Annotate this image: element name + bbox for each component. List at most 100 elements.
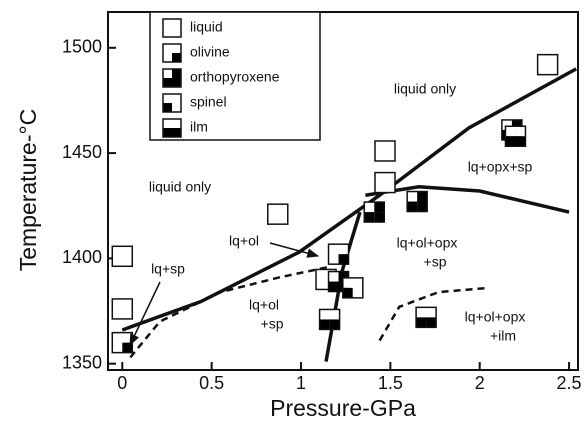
phase-boundary	[324, 211, 362, 362]
legend-label: spinel	[190, 94, 227, 110]
marker-quadrant	[163, 78, 172, 87]
marker-quadrant	[364, 212, 375, 223]
marker-quadrant	[267, 204, 278, 215]
marker-quadrant	[319, 319, 330, 330]
marker-quadrant	[112, 246, 123, 257]
marker-quadrant	[172, 119, 181, 128]
marker-quadrant	[122, 298, 133, 309]
x-axis-label: Pressure-GPa	[270, 395, 416, 421]
x-tick-label: 2.5	[557, 373, 582, 393]
marker-quadrant	[515, 126, 526, 137]
phase-boundary	[129, 265, 330, 359]
marker-quadrant	[122, 256, 133, 267]
marker-quadrant	[374, 212, 385, 223]
y-axis-label: Temperature-°C	[15, 109, 41, 272]
marker-quadrant	[364, 202, 375, 213]
marker	[536, 53, 559, 76]
marker-outline	[162, 93, 182, 113]
marker-quadrant	[112, 256, 123, 267]
marker-quadrant	[163, 19, 172, 28]
marker-quadrant	[384, 150, 395, 161]
region-label: lq+ol+opx	[397, 235, 458, 251]
marker	[504, 125, 527, 147]
marker-outline	[111, 245, 134, 268]
marker-outline	[536, 53, 559, 76]
region-label: lq+sp	[151, 261, 185, 277]
marker-quadrant	[342, 287, 353, 298]
marker-quadrant	[172, 44, 181, 53]
marker	[374, 171, 396, 194]
marker-outline	[162, 118, 182, 138]
marker-quadrant	[172, 69, 181, 78]
x-tick-label: 0	[117, 373, 127, 393]
marker-quadrant	[511, 119, 522, 130]
x-tick-label: 0.5	[199, 373, 224, 393]
marker-quadrant	[172, 94, 181, 103]
marker-quadrant	[163, 119, 172, 128]
marker-quadrant	[122, 246, 133, 257]
marker-outline	[415, 306, 437, 329]
marker-quadrant	[328, 244, 339, 255]
legend-label: ilm	[190, 119, 208, 135]
marker-quadrant	[328, 271, 339, 282]
marker-quadrant	[319, 309, 330, 320]
region-label: lq+ol	[249, 297, 279, 313]
marker	[363, 201, 386, 223]
marker-quadrant	[172, 53, 181, 62]
marker	[111, 245, 134, 268]
marker-quadrant	[352, 277, 363, 288]
marker-quadrant	[374, 150, 385, 161]
marker	[111, 298, 134, 320]
x-tick-label: 1	[296, 373, 306, 393]
marker-quadrant	[172, 28, 181, 37]
x-tick-label: 2	[475, 373, 485, 393]
marker-quadrant	[163, 28, 172, 37]
marker	[162, 68, 182, 88]
marker-quadrant	[384, 140, 395, 151]
marker	[111, 331, 134, 354]
y-tick-label: 1400	[62, 247, 102, 267]
marker	[162, 43, 182, 63]
marker-quadrant	[122, 332, 133, 343]
arrow	[269, 242, 320, 258]
legend-label: orthopyroxene	[190, 69, 280, 85]
marker-quadrant	[338, 271, 349, 282]
marker-outline	[162, 18, 182, 38]
phase-boundary	[378, 286, 489, 342]
marker-quadrant	[112, 298, 123, 309]
marker-quadrant	[338, 254, 349, 265]
marker-quadrant	[329, 309, 340, 320]
marker-quadrant	[112, 342, 123, 353]
arrow	[129, 281, 161, 347]
marker-quadrant	[505, 136, 516, 147]
phase-boundary	[365, 185, 570, 214]
marker-quadrant	[416, 317, 427, 328]
marker-quadrant	[537, 64, 548, 75]
marker	[162, 118, 182, 138]
marker-quadrant	[384, 182, 395, 193]
marker-quadrant	[537, 54, 548, 65]
marker-quadrant	[112, 308, 123, 319]
marker-outline	[374, 171, 396, 194]
marker-quadrant	[547, 64, 558, 75]
region-label: liquid only	[149, 179, 211, 195]
marker-quadrant	[416, 307, 427, 318]
marker	[342, 277, 364, 299]
marker-quadrant	[172, 19, 181, 28]
y-tick-label: 1450	[62, 142, 102, 162]
marker-quadrant	[163, 44, 172, 53]
marker-quadrant	[122, 308, 133, 319]
marker-outline	[363, 201, 386, 223]
marker-quadrant	[374, 140, 385, 151]
marker-quadrant	[342, 277, 353, 288]
marker	[415, 306, 437, 329]
marker-quadrant	[417, 191, 428, 202]
region-label: +sp	[261, 316, 284, 332]
marker-quadrant	[172, 78, 181, 87]
marker-outline	[374, 140, 396, 162]
marker-quadrant	[316, 269, 327, 280]
plot-frame	[107, 11, 579, 371]
marker-quadrant	[374, 182, 385, 193]
marker-quadrant	[407, 191, 418, 202]
